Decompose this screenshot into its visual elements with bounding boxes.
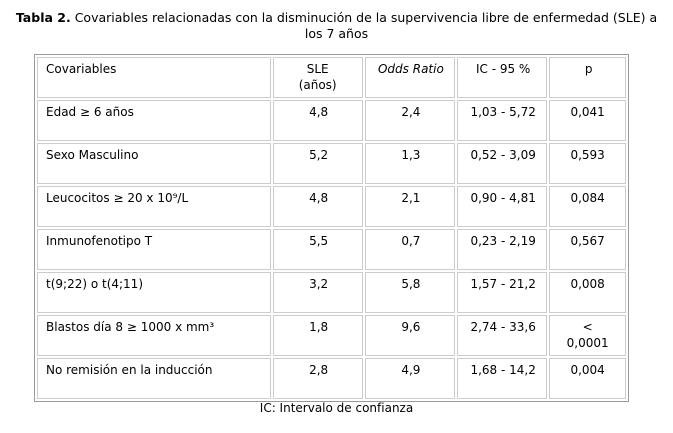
table-cell: 1,68 - 14,2 xyxy=(457,358,548,399)
table-cell: 1,3 xyxy=(364,143,456,184)
table-cell: 0,7 xyxy=(364,229,456,270)
table-cell: 2,74 - 33,6 xyxy=(457,315,548,356)
footnote: IC: Intervalo de confianza xyxy=(259,401,414,415)
table-cell: 0,567 xyxy=(549,229,626,270)
table-cell: 1,03 - 5,72 xyxy=(457,100,548,141)
table-cell: 5,8 xyxy=(364,272,456,313)
table-cell: 2,4 xyxy=(364,100,456,141)
table-cell: Sexo Masculino xyxy=(37,143,271,184)
table-row: Sexo Masculino 5,2 1,3 0,52 - 3,09 0,593 xyxy=(37,143,626,184)
table-cell: 2,1 xyxy=(364,186,456,227)
table-cell: < 0,0001 xyxy=(549,315,626,356)
table-cell: 0,52 - 3,09 xyxy=(457,143,548,184)
table-cell: 9,6 xyxy=(364,315,456,356)
header-cell: Odds Ratio xyxy=(364,57,456,98)
table-cell: No remisión en la inducción xyxy=(37,358,271,399)
table-cell: 0,23 - 2,19 xyxy=(457,229,548,270)
table-cell: 5,5 xyxy=(272,229,363,270)
table-row: Inmunofenotipo T 5,5 0,7 0,23 - 2,19 0,567 xyxy=(37,229,626,270)
table-cell: Leucocitos ≥ 20 x 10⁹/L xyxy=(37,186,271,227)
table-cell: 5,2 xyxy=(272,143,363,184)
header-row: Covariables SLE (años) Odds Ratio IC - 95 %… xyxy=(37,57,626,98)
table-row: t(9;22) o t(4;11) 3,2 5,8 1,57 - 21,2 0,008 xyxy=(37,272,626,313)
caption-text: Covariables relacionadas con la disminuc… xyxy=(74,10,658,41)
header-cell: SLE (años) xyxy=(272,57,363,98)
table-cell: 2,8 xyxy=(272,358,363,399)
table-cell: Inmunofenotipo T xyxy=(37,229,271,270)
header-cell: p xyxy=(549,57,626,98)
table-cell: 4,9 xyxy=(364,358,456,399)
table-cell: 0,041 xyxy=(549,100,626,141)
table-body: Covariables SLE (años) Odds Ratio IC - 95 %… xyxy=(37,57,626,399)
table-cell: 0,008 xyxy=(549,272,626,313)
caption-label: Tabla 2. xyxy=(15,10,71,25)
table-cell: 1,57 - 21,2 xyxy=(457,272,548,313)
header-cell: Covariables xyxy=(37,57,271,98)
table-row: Leucocitos ≥ 20 x 10⁹/L 4,8 2,1 0,90 - 4,81… xyxy=(37,186,626,227)
table-row: Edad ≥ 6 años 4,8 2,4 1,03 - 5,72 0,041 xyxy=(37,100,626,141)
table-cell: t(9;22) o t(4;11) xyxy=(37,272,271,313)
table-cell: 4,8 xyxy=(272,100,363,141)
table-cell: Blastos día 8 ≥ 1000 x mm³ xyxy=(37,315,271,356)
table-cell: 0,593 xyxy=(549,143,626,184)
table-row: No remisión en la inducción 2,8 4,9 1,68 - … xyxy=(37,358,626,399)
table: Covariables SLE (años) Odds Ratio IC - 95 %… xyxy=(34,54,629,402)
caption: Tabla 2. Covariables relacionadas con la… xyxy=(10,10,663,42)
table-cell: Edad ≥ 6 años xyxy=(37,100,271,141)
table-cell: 3,2 xyxy=(272,272,363,313)
table-cell: 0,084 xyxy=(549,186,626,227)
table-cell: 0,004 xyxy=(549,358,626,399)
table-cell: 1,8 xyxy=(272,315,363,356)
table-cell: 0,90 - 4,81 xyxy=(457,186,548,227)
header-cell: IC - 95 % xyxy=(457,57,548,98)
table-cell: 4,8 xyxy=(272,186,363,227)
table-row: Blastos día 8 ≥ 1000 x mm³ 1,8 9,6 2,74 - 3… xyxy=(37,315,626,356)
